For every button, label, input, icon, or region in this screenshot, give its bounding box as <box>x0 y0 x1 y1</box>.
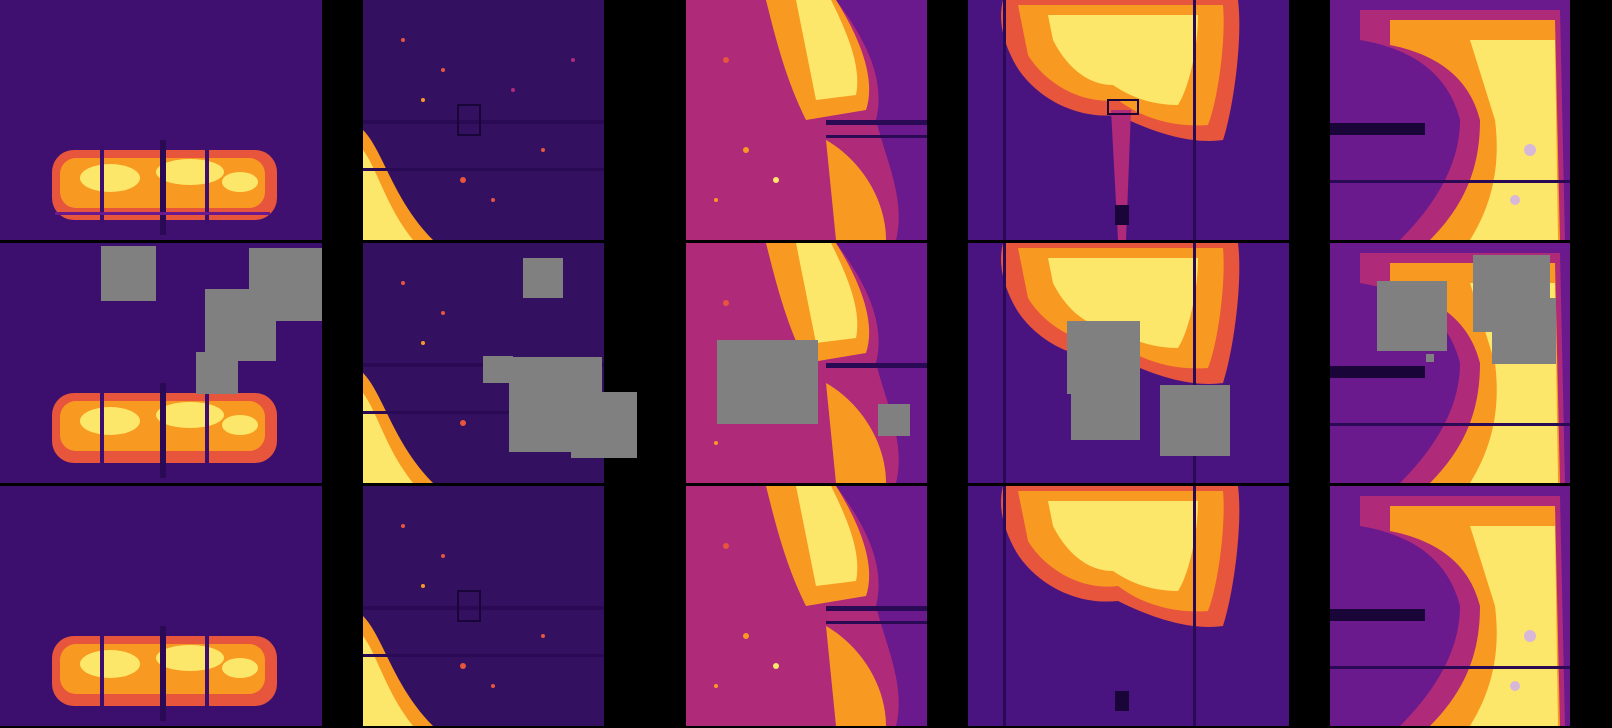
mask-patch <box>1160 385 1230 456</box>
thermal-image <box>968 486 1289 726</box>
mask-patch <box>1071 378 1140 440</box>
col2-row1-original <box>363 0 604 240</box>
thermal-image <box>1330 486 1570 726</box>
col1-row2-masked <box>0 243 322 483</box>
mask-patch <box>878 404 910 436</box>
col5-row2-masked <box>1330 243 1570 483</box>
col2-row3-reconstructed <box>363 486 604 726</box>
mask-patch <box>205 289 276 361</box>
mask-patch <box>101 246 156 301</box>
col5-row3-reconstructed <box>1330 486 1570 726</box>
col1-row3-reconstructed <box>0 486 322 726</box>
mask-patch <box>717 340 818 424</box>
col4-row2-masked <box>968 243 1289 483</box>
thermal-image <box>686 0 927 240</box>
col3-row3-reconstructed <box>686 486 927 726</box>
mask-patch <box>483 356 513 383</box>
thermal-image <box>363 486 604 726</box>
mask-patch <box>196 352 238 394</box>
mask-patch <box>1377 281 1447 351</box>
mask-patch <box>571 392 637 458</box>
col5-row1-original <box>1330 0 1570 240</box>
col1-row1-original <box>0 0 322 240</box>
col4-row3-reconstructed <box>968 486 1289 726</box>
col3-row1-original <box>686 0 927 240</box>
thermal-image <box>968 0 1289 240</box>
thermal-image <box>363 0 604 240</box>
thermal-image <box>968 243 1289 483</box>
mask-patch <box>523 258 563 298</box>
col2-row2-masked <box>363 243 637 483</box>
mask-patch <box>1426 354 1434 362</box>
thermal-image <box>686 486 927 726</box>
mask-patch <box>1492 298 1556 364</box>
col4-row1-original <box>968 0 1289 240</box>
thermal-image <box>0 486 322 726</box>
thermal-image <box>0 0 322 240</box>
thermal-image <box>1330 0 1570 240</box>
col3-row2-masked <box>686 243 927 483</box>
